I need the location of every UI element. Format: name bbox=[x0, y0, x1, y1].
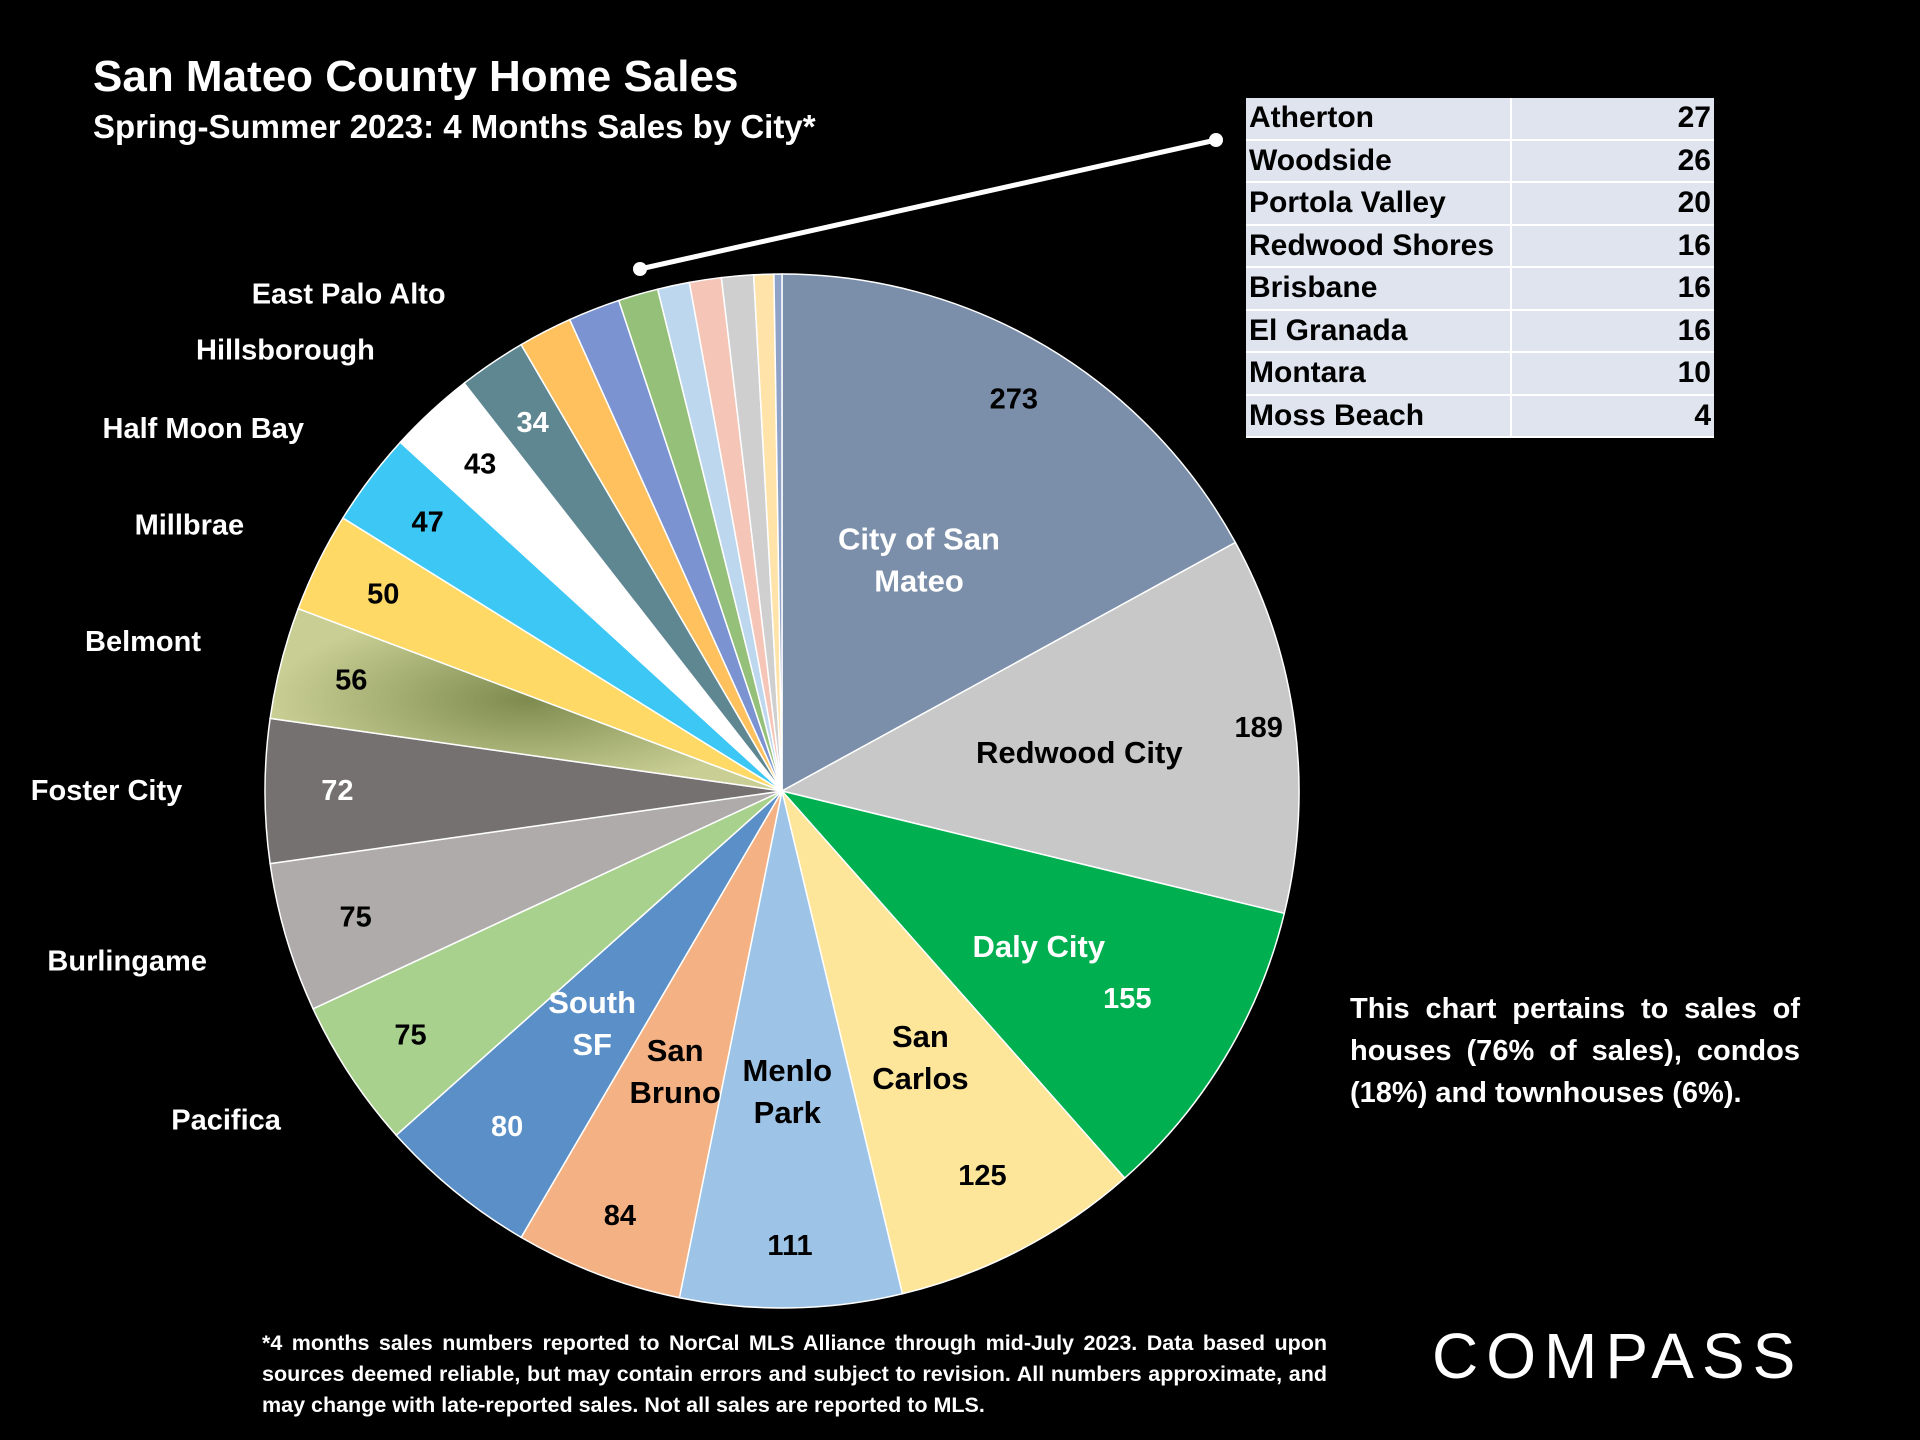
chart-title: San Mateo County Home Sales bbox=[93, 52, 739, 101]
pie-slice-south-sf bbox=[395, 790, 783, 1239]
table-cell-city: Atherton bbox=[1246, 98, 1511, 141]
pie-slice-daly-city bbox=[779, 789, 1286, 1180]
pie-slice-pacifica bbox=[312, 790, 783, 1137]
category-label-san-carlos: San Carlos bbox=[872, 1019, 968, 1096]
small-cities-table: Atherton 27 Woodside 26 Portola Valley 20 Redw… bbox=[1246, 98, 1714, 438]
compass-logo-text: COMPASS bbox=[1432, 1320, 1803, 1390]
inset-leader-dot-end bbox=[1209, 133, 1223, 147]
table-cell-value: 27 bbox=[1510, 98, 1714, 141]
footnote: *4 months sales numbers reported to NorC… bbox=[262, 1331, 1327, 1417]
pie-slice-redwood-city bbox=[779, 541, 1300, 915]
value-label-south-sf: 80 bbox=[491, 1111, 523, 1143]
table-cell-city: El Granada bbox=[1246, 309, 1511, 353]
table-row: Atherton 27 bbox=[1246, 98, 1714, 141]
table-cell-value: 20 bbox=[1510, 182, 1714, 226]
compass-logo: COMPASS bbox=[1432, 1320, 1803, 1390]
category-label-daly-city: Daly City bbox=[972, 929, 1105, 964]
table-row: Redwood Shores 16 bbox=[1246, 224, 1714, 268]
chart-subtitle: Spring-Summer 2023: 4 Months Sales by Ci… bbox=[93, 108, 816, 145]
category-label-half-moon-bay: Half Moon Bay bbox=[103, 413, 304, 445]
table-cell-value: 26 bbox=[1510, 139, 1714, 183]
value-label-half-moon-bay: 47 bbox=[411, 507, 443, 539]
table-cell-value: 10 bbox=[1510, 352, 1714, 396]
category-label-hillsborough: Hillsborough bbox=[196, 335, 375, 367]
pie-labels: 273 City of San Mateo 189 Redwood City 155 Dal… bbox=[31, 278, 1283, 1261]
value-label-hillsborough: 43 bbox=[464, 449, 496, 481]
inset-leader-line bbox=[639, 137, 1217, 272]
table-cell-value: 4 bbox=[1510, 394, 1714, 438]
chart-note: This chart pertains to sales of houses (… bbox=[1350, 993, 1800, 1109]
table-cell-city: Woodside bbox=[1246, 139, 1511, 183]
category-label-south-sf: South SF bbox=[548, 985, 636, 1062]
category-label-belmont: Belmont bbox=[85, 626, 201, 658]
category-label-burlingame: Burlingame bbox=[47, 945, 207, 977]
table-row: Woodside 26 bbox=[1246, 139, 1714, 183]
pie-slice-menlo-park bbox=[678, 790, 904, 1309]
value-label-east-palo-alto: 34 bbox=[517, 407, 549, 439]
value-label-pacifica: 75 bbox=[394, 1019, 426, 1051]
category-label-millbrae: Millbrae bbox=[135, 510, 245, 542]
category-label-san-bruno: San Bruno bbox=[630, 1033, 721, 1110]
table-cell-city: Portola Valley bbox=[1246, 182, 1511, 226]
table-cell-value: 16 bbox=[1510, 224, 1714, 268]
value-label-redwood-city: 189 bbox=[1234, 712, 1282, 744]
pie-slice-burlingame bbox=[269, 790, 783, 1010]
table-row: Moss Beach 4 bbox=[1246, 394, 1714, 438]
value-label-foster-city: 72 bbox=[321, 775, 353, 807]
table-cell-city: Redwood Shores bbox=[1246, 224, 1511, 268]
category-label-menlo-park: Menlo Park bbox=[743, 1053, 833, 1130]
table-cell-value: 16 bbox=[1510, 267, 1714, 311]
value-label-san-bruno: 84 bbox=[604, 1200, 636, 1232]
value-label-city-of-san-mateo: 273 bbox=[990, 384, 1038, 416]
category-label-pacifica: Pacifica bbox=[171, 1105, 281, 1137]
category-label-foster-city: Foster City bbox=[31, 775, 182, 807]
table-row: Montara 10 bbox=[1246, 352, 1714, 396]
value-label-burlingame: 75 bbox=[340, 901, 372, 933]
table-row: Portola Valley 20 bbox=[1246, 182, 1714, 226]
table-cell-value: 16 bbox=[1510, 309, 1714, 353]
table-cell-city: Brisbane bbox=[1246, 267, 1511, 311]
value-label-san-carlos: 125 bbox=[958, 1160, 1006, 1192]
category-label-east-palo-alto: East Palo Alto bbox=[252, 278, 446, 310]
value-label-belmont: 56 bbox=[335, 665, 367, 697]
table-cell-city: Moss Beach bbox=[1246, 394, 1511, 438]
category-label-redwood-city: Redwood City bbox=[976, 735, 1183, 770]
table-row: El Granada 16 bbox=[1246, 309, 1714, 353]
value-label-menlo-park: 111 bbox=[767, 1230, 812, 1262]
table-cell-city: Montara bbox=[1246, 352, 1511, 396]
pie-slice-city-of-san-mateo bbox=[781, 273, 1237, 793]
value-label-daly-city: 155 bbox=[1103, 983, 1151, 1015]
table-row: Brisbane 16 bbox=[1246, 267, 1714, 311]
category-label-city-of-san-mateo: City of San Mateo bbox=[838, 522, 1000, 599]
inset-leader-dot-start bbox=[633, 262, 647, 276]
pie-slice-moss-beach bbox=[773, 273, 783, 792]
pie-slice-san-carlos bbox=[781, 790, 1126, 1295]
pie-slices bbox=[264, 273, 1300, 1309]
pie-slice-san-bruno bbox=[520, 790, 783, 1299]
value-label-millbrae: 50 bbox=[367, 578, 399, 610]
